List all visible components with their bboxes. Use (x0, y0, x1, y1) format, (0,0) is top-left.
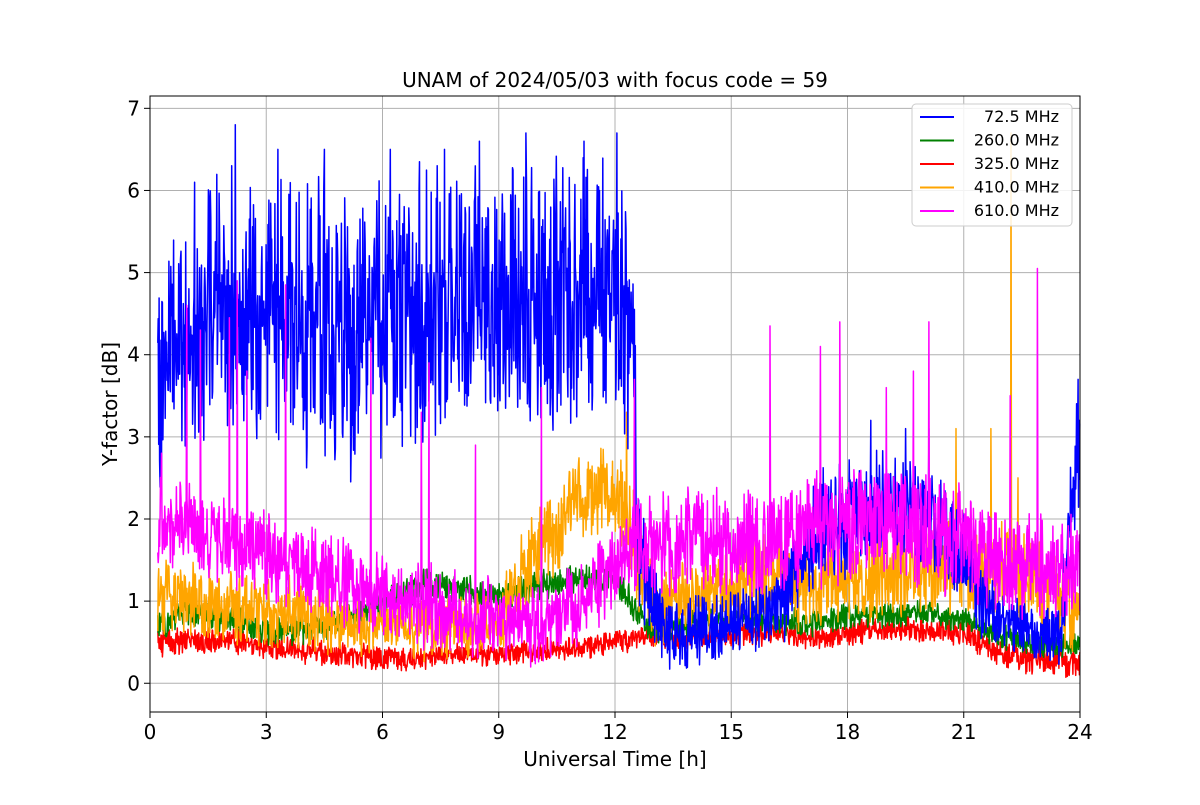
y-tick-label: 5 (127, 261, 140, 285)
legend-label-72-5-mhz: 72.5 MHz (984, 107, 1059, 126)
legend: 72.5 MHz 260.0 MHz 325.0 MHz 410.0 MHz 610.0… (911, 103, 1073, 227)
y-tick-label: 6 (127, 178, 140, 202)
y-tick-label: 4 (127, 343, 140, 367)
y-axis-label: Y-factor [dB] (98, 342, 122, 467)
x-axis-label: Universal Time [h] (523, 747, 706, 771)
series-line-610-0-mhz (157, 267, 1081, 668)
x-tick-label: 21 (951, 720, 976, 744)
series-line-410-0-mhz (157, 132, 1081, 663)
series-layer (157, 123, 1081, 679)
chart-title: UNAM of 2024/05/03 with focus code = 59 (402, 68, 828, 92)
legend-label-610-0-mhz: 610.0 MHz (974, 201, 1059, 220)
legend-label-325-0-mhz: 325.0 MHz (974, 154, 1059, 173)
x-tick-label: 3 (260, 720, 273, 744)
y-tick-label: 1 (127, 589, 140, 613)
y-tick-label: 7 (127, 96, 140, 120)
x-tick-label: 12 (602, 720, 627, 744)
legend-label-410-0-mhz: 410.0 MHz (974, 178, 1059, 197)
legend-label-260-0-mhz: 260.0 MHz (974, 131, 1059, 150)
x-tick-label: 18 (835, 720, 860, 744)
x-tick-label: 15 (719, 720, 744, 744)
y-tick-label: 3 (127, 425, 140, 449)
legend-box (911, 103, 1073, 227)
x-tick-label: 0 (144, 720, 157, 744)
series-line-325-0-mhz (157, 615, 1081, 679)
x-tick-label: 24 (1067, 720, 1092, 744)
x-tick-label: 6 (376, 720, 389, 744)
y-tick-label: 2 (127, 507, 140, 531)
y-tick-label: 0 (127, 671, 140, 695)
x-tick-label: 9 (492, 720, 505, 744)
